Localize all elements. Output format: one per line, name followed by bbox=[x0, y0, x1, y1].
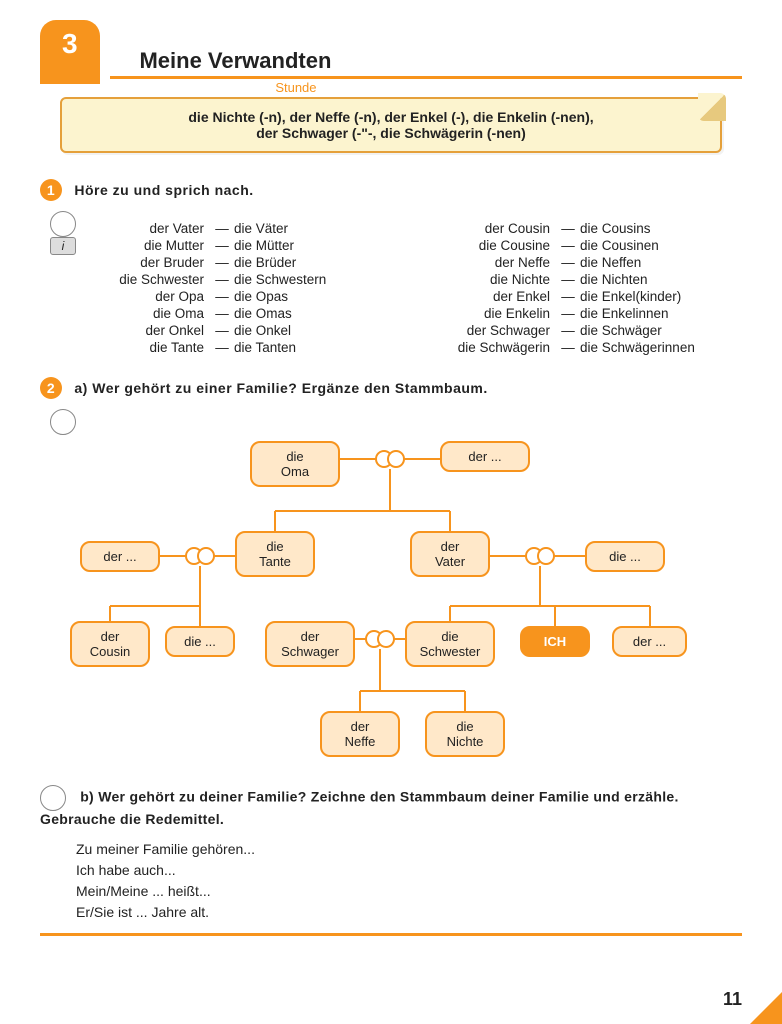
vocab-line: der Schwager (-"-, die Schwägerin (-nen) bbox=[82, 125, 700, 141]
vocab-pair: die Enkelin—die Enkelinnen bbox=[436, 306, 742, 321]
tree-node-vater: derVater bbox=[410, 531, 490, 577]
vocab-pair: der Vater—die Väter bbox=[90, 221, 396, 236]
tree-node-schwager: derSchwager bbox=[265, 621, 355, 667]
vocab-pair: der Opa—die Opas bbox=[90, 289, 396, 304]
tree-node-onkel: der ... bbox=[80, 541, 160, 572]
sentence-starter: Mein/Meine ... heißt... bbox=[76, 881, 742, 902]
vocab-line: die Nichte (-n), der Neffe (-n), der Enk… bbox=[82, 109, 700, 125]
tree-node-schwester: dieSchwester bbox=[405, 621, 495, 667]
tree-node-bruder: der ... bbox=[612, 626, 687, 657]
exercise-number: 2 bbox=[40, 377, 62, 399]
page-title: Meine Verwandten bbox=[139, 48, 331, 74]
exercise-title: a) Wer gehört zu einer Familie? Ergänze … bbox=[74, 380, 487, 396]
exercise-2: 2 a) Wer gehört zu einer Familie? Ergänz… bbox=[40, 377, 742, 923]
vocab-pair: die Oma—die Omas bbox=[90, 306, 396, 321]
vocab-box: die Nichte (-n), der Neffe (-n), der Enk… bbox=[60, 97, 722, 153]
think-icon bbox=[50, 409, 76, 435]
tree-node-cousine: die ... bbox=[165, 626, 235, 657]
unit-tab: 3 bbox=[40, 20, 100, 84]
tree-node-opa: der ... bbox=[440, 441, 530, 472]
header-rule bbox=[110, 76, 742, 79]
vocab-pair: der Cousin—die Cousins bbox=[436, 221, 742, 236]
vocab-pair: die Schwägerin—die Schwägerinnen bbox=[436, 340, 742, 355]
vocab-pair: der Onkel—die Onkel bbox=[90, 323, 396, 338]
page-header: 3 Meine Verwandten Stunde bbox=[40, 20, 742, 79]
tree-node-neffe: derNeffe bbox=[320, 711, 400, 757]
family-tree: dieOma der ... der ... dieTante derVater die … bbox=[40, 441, 742, 771]
tree-node-ich: ICH bbox=[520, 626, 590, 657]
tree-node-mutter: die ... bbox=[585, 541, 665, 572]
headphones-icon bbox=[50, 211, 76, 237]
stunde-label: Stunde bbox=[275, 80, 316, 95]
vocab-pair: die Nichte—die Nichten bbox=[436, 272, 742, 287]
vocab-pair: der Neffe—die Neffen bbox=[436, 255, 742, 270]
think-icon bbox=[40, 785, 66, 811]
tree-node-nichte: dieNichte bbox=[425, 711, 505, 757]
footer-rule bbox=[40, 933, 742, 936]
vocab-pair: der Schwager—die Schwäger bbox=[436, 323, 742, 338]
exercise-number: 1 bbox=[40, 179, 62, 201]
exercise-b-lines: Zu meiner Familie gehören...Ich habe auc… bbox=[76, 839, 742, 923]
exercise-b-title: b) Wer gehört zu deiner Familie? Zeichne… bbox=[40, 789, 679, 827]
sentence-starter: Ich habe auch... bbox=[76, 860, 742, 881]
exercise-1: 1 Höre zu und sprich nach. i der Vater—d… bbox=[40, 179, 742, 357]
info-icon: i bbox=[50, 237, 76, 255]
page-number: 11 bbox=[723, 989, 742, 1010]
sentence-starter: Zu meiner Familie gehören... bbox=[76, 839, 742, 860]
vocab-column-left: der Vater—die Väter die Mutter—die Mütter… bbox=[90, 219, 396, 357]
vocab-pair: die Mutter—die Mütter bbox=[90, 238, 396, 253]
vocab-pair: die Tante—die Tanten bbox=[90, 340, 396, 355]
tree-node-tante: dieTante bbox=[235, 531, 315, 577]
exercise-title: Höre zu und sprich nach. bbox=[74, 182, 253, 198]
tree-node-oma: dieOma bbox=[250, 441, 340, 487]
vocab-pair: der Enkel—die Enkel(kinder) bbox=[436, 289, 742, 304]
vocab-pair: die Cousine—die Cousinen bbox=[436, 238, 742, 253]
vocab-pair: die Schwester—die Schwestern bbox=[90, 272, 396, 287]
sentence-starter: Er/Sie ist ... Jahre alt. bbox=[76, 902, 742, 923]
vocab-column-right: der Cousin—die Cousins die Cousine—die Co… bbox=[436, 219, 742, 357]
tree-node-cousin: derCousin bbox=[70, 621, 150, 667]
vocab-pair: der Bruder—die Brüder bbox=[90, 255, 396, 270]
corner-decoration bbox=[750, 992, 782, 1024]
